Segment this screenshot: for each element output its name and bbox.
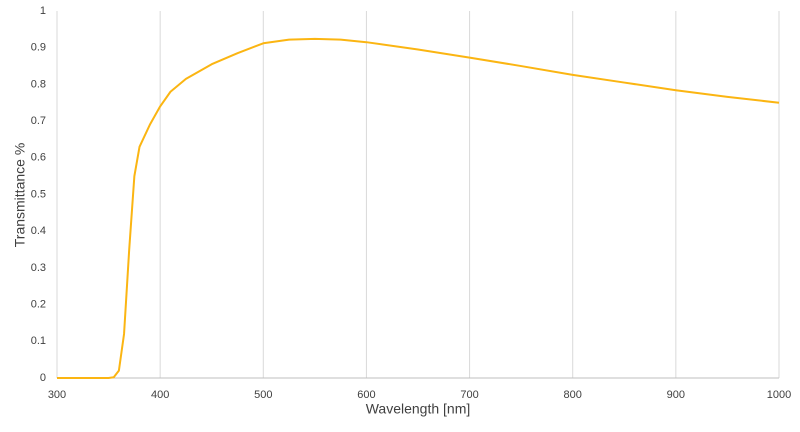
x-tick-label: 600 — [357, 389, 375, 401]
x-axis-title: Wavelength [nm] — [366, 401, 471, 417]
x-tick-label: 500 — [254, 389, 272, 401]
y-tick-label: 0.2 — [31, 299, 46, 311]
data-line — [57, 37, 780, 379]
x-tick-label: 300 — [48, 389, 66, 401]
y-tick-label: 0.9 — [31, 42, 46, 54]
y-tick-label: 0.1 — [31, 335, 46, 347]
y-tick-label: 1 — [40, 5, 46, 17]
y-tick-label: 0.8 — [31, 78, 46, 90]
x-tick-label: 900 — [667, 389, 685, 401]
y-tick-label: 0.3 — [31, 262, 46, 274]
x-tick-label: 1000 — [767, 389, 791, 401]
y-tick-label: 0.5 — [31, 188, 46, 200]
y-tick-label: 0.6 — [31, 152, 46, 164]
y-tick-label: 0 — [40, 372, 46, 384]
y-tick-label: 0.7 — [31, 115, 46, 127]
y-tick-label: 0.4 — [31, 225, 46, 237]
x-tick-label: 400 — [151, 389, 169, 401]
y-axis-title: Transmittance % — [12, 143, 28, 248]
x-tick-label: 800 — [564, 389, 582, 401]
x-tick-label: 700 — [460, 389, 478, 401]
